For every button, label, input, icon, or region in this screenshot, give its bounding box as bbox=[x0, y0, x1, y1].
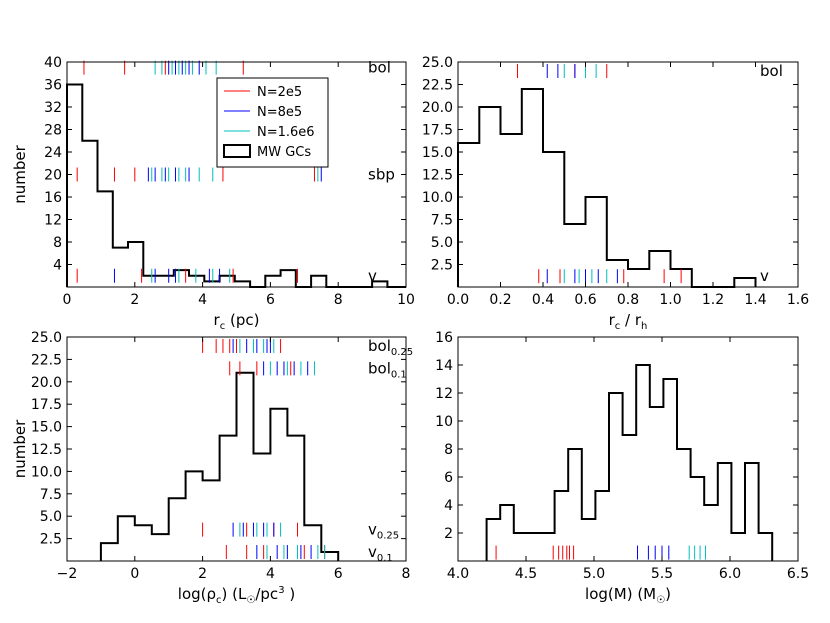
y-tick-label: 8 bbox=[444, 442, 453, 458]
y-tick-label: 5.0 bbox=[431, 235, 453, 251]
x-tick-label: 1.2 bbox=[702, 292, 724, 308]
y-tick-label: 4 bbox=[53, 258, 62, 274]
x-tick-label: 4.0 bbox=[447, 566, 469, 582]
x-tick-label: 4 bbox=[266, 566, 275, 582]
y-tick-label: 28 bbox=[44, 123, 62, 139]
y-tick-label: 25.0 bbox=[31, 330, 62, 346]
legend: N=2e5 N=8e5 N=1.6e6 MW GCs bbox=[216, 77, 329, 168]
row-label: bol bbox=[760, 62, 783, 80]
axes-frame bbox=[457, 61, 799, 288]
x-tick-label: 6.0 bbox=[719, 566, 741, 582]
y-tick-label: 8 bbox=[53, 235, 62, 251]
x-axis-label: log(M) (M☉) bbox=[585, 585, 671, 606]
x-tick-label: 6 bbox=[266, 292, 275, 308]
row-label: bol bbox=[368, 59, 391, 77]
y-tick-label: 16 bbox=[44, 190, 62, 206]
x-tick-label: 4.5 bbox=[515, 566, 537, 582]
x-tick-label: 0.0 bbox=[447, 292, 469, 308]
y-tick-label: 24 bbox=[44, 145, 62, 161]
y-tick-label: 16 bbox=[435, 330, 453, 346]
row-label: sbp bbox=[368, 166, 395, 184]
y-tick-label: 14 bbox=[435, 358, 453, 374]
x-tick-label: 0.2 bbox=[489, 292, 511, 308]
x-tick-label: 0.6 bbox=[574, 292, 596, 308]
x-axis-label: rc / rh bbox=[609, 311, 648, 332]
histogram-mw-gcs bbox=[457, 88, 757, 288]
y-tick-label: 4 bbox=[444, 498, 453, 514]
x-tick-label: 8 bbox=[402, 566, 411, 582]
y-tick-label: 32 bbox=[44, 100, 62, 116]
x-tick-label: 1.0 bbox=[659, 292, 681, 308]
y-tick-label: 6 bbox=[444, 470, 453, 486]
row-label: v0.25 bbox=[368, 521, 399, 542]
y-tick-label: 25.0 bbox=[422, 55, 453, 71]
x-tick-label: 10 bbox=[397, 292, 415, 308]
x-tick-label: 5.0 bbox=[583, 566, 605, 582]
x-tick-label: 6.5 bbox=[787, 566, 809, 582]
x-tick-label: 0.4 bbox=[532, 292, 554, 308]
x-tick-label: 2 bbox=[130, 292, 139, 308]
legend-label-n-2e5: N=2e5 bbox=[257, 85, 302, 100]
histogram-mw-gcs bbox=[485, 364, 774, 561]
row-label: v bbox=[760, 267, 769, 285]
legend-swatch-mw-gcs bbox=[223, 144, 251, 158]
y-axis-label: number bbox=[11, 144, 29, 203]
x-tick-label: 5.5 bbox=[651, 566, 673, 582]
y-tick-label: 5.0 bbox=[40, 509, 62, 525]
y-tick-label: 15.0 bbox=[31, 420, 62, 436]
x-tick-label: −2 bbox=[57, 566, 78, 582]
y-tick-label: 20.0 bbox=[31, 375, 62, 391]
y-tick-label: 40 bbox=[44, 55, 62, 71]
y-axis-label: number bbox=[11, 419, 29, 478]
y-tick-label: 2 bbox=[444, 526, 453, 542]
panel-bottom-right: 4.0 4.5 5.0 5.5 6.0 6.5 2 4 6 8 10 12 14 16 log(M) (M☉… bbox=[435, 330, 809, 606]
y-tick-label: 12 bbox=[435, 386, 453, 402]
x-tick-label: 8 bbox=[334, 292, 343, 308]
panel-top-right: bol v 0.0 0.2 0.4 0.6 0.8 1.0 1.2 1.4 1.6 2.5 5.0 7.5… bbox=[422, 55, 809, 332]
x-axis-label: log(ρc) (L☉/pc3 ) bbox=[178, 585, 295, 606]
y-tick-label: 10 bbox=[435, 414, 453, 430]
y-tick-label: 12.5 bbox=[31, 442, 62, 458]
row-label: bol0.25 bbox=[368, 337, 413, 358]
x-tick-label: 0 bbox=[130, 566, 139, 582]
row-label: v0.1 bbox=[368, 543, 393, 564]
x-tick-label: 0 bbox=[63, 292, 72, 308]
x-tick-label: 1.4 bbox=[744, 292, 766, 308]
legend-label-n-8e5: N=8e5 bbox=[257, 105, 302, 120]
y-tick-label: 17.5 bbox=[422, 123, 453, 139]
y-tick-label: 10.0 bbox=[422, 190, 453, 206]
y-tick-label: 22.5 bbox=[422, 78, 453, 94]
y-tick-label: 15.0 bbox=[422, 145, 453, 161]
legend-label-mw-gcs: MW GCs bbox=[257, 145, 311, 160]
x-tick-label: 4 bbox=[198, 292, 207, 308]
x-tick-label: 0.8 bbox=[617, 292, 639, 308]
row-label: bol0.1 bbox=[368, 359, 407, 380]
y-tick-label: 20 bbox=[44, 168, 62, 184]
x-axis-label: rc (pc) bbox=[214, 311, 260, 332]
x-tick-label: 2 bbox=[198, 566, 207, 582]
legend-label-n-1-6e6: N=1.6e6 bbox=[257, 125, 315, 140]
x-tick-label: 6 bbox=[334, 566, 343, 582]
histogram-mw-gcs bbox=[99, 371, 340, 561]
y-tick-label: 12.5 bbox=[422, 168, 453, 184]
y-tick-label: 20.0 bbox=[422, 100, 453, 116]
y-tick-label: 36 bbox=[44, 78, 62, 94]
y-tick-label: 12 bbox=[44, 213, 62, 229]
axes-frame bbox=[457, 336, 799, 562]
y-tick-label: 2.5 bbox=[431, 258, 453, 274]
y-tick-label: 10.0 bbox=[31, 464, 62, 480]
row-label: v bbox=[368, 267, 377, 285]
y-tick-label: 17.5 bbox=[31, 397, 62, 413]
y-tick-label: 7.5 bbox=[431, 213, 453, 229]
legend-box bbox=[216, 77, 329, 168]
y-tick-label: 7.5 bbox=[40, 487, 62, 503]
x-tick-label: 1.6 bbox=[787, 292, 809, 308]
y-tick-label: 2.5 bbox=[40, 532, 62, 548]
y-tick-label: 22.5 bbox=[31, 352, 62, 368]
